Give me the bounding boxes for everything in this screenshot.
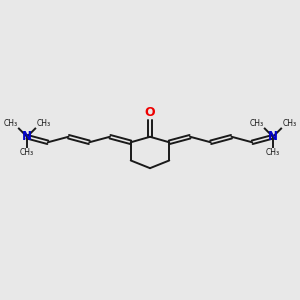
Text: CH₃: CH₃ (266, 148, 280, 157)
Text: CH₃: CH₃ (37, 119, 51, 128)
Text: N: N (268, 130, 278, 143)
Text: CH₃: CH₃ (20, 148, 34, 157)
Text: N: N (22, 130, 32, 143)
Text: O: O (145, 106, 155, 118)
Text: CH₃: CH₃ (3, 119, 17, 128)
Text: CH₃: CH₃ (249, 119, 263, 128)
Text: CH₃: CH₃ (283, 119, 297, 128)
